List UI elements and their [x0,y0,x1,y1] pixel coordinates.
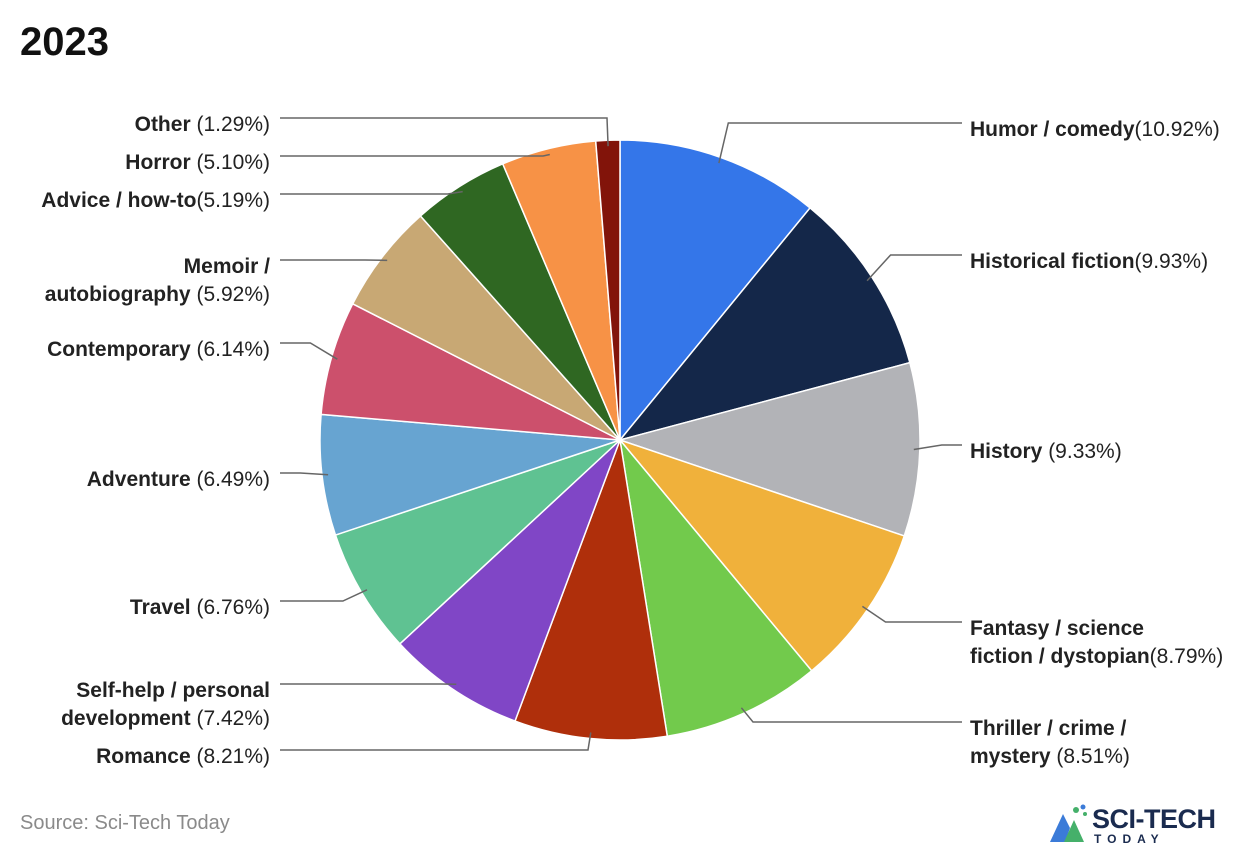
label-self-help-personal-development: Self-help / personal development (7.42%) [61,679,270,730]
label-humor-comedy: Humor / comedy(10.92%) [970,118,1220,141]
leader-contemporary [280,342,338,360]
leader-history [913,444,962,451]
label-travel: Travel (6.76%) [130,596,270,619]
leader-adventure [280,472,329,476]
chart-title: 2023 [20,20,109,64]
logo-wordmark: SCI-TECH [1092,804,1216,834]
leader-romance [280,732,592,751]
slice-thriller-crime-mystery [618,437,813,738]
label-contemporary: Contemporary (6.14%) [47,338,270,361]
label-history: History (9.33%) [970,440,1122,463]
leader-lines [280,117,962,751]
slice-adventure [319,413,621,536]
leader-advice-how-to [280,190,463,195]
label-historical-fiction: Historical fiction(9.93%) [970,250,1208,273]
label-advice-how-to: Advice / how-to(5.19%) [41,189,270,212]
leader-fantasy-science-fiction-dystopian [861,605,962,623]
label-thriller-crime-mystery: Thriller / crime / mystery (8.51%) [970,717,1130,768]
label-fantasy-science-fiction-dystopian: Fantasy / science fiction / dystopian(8.7… [970,617,1223,668]
slice-self-help-personal-development [398,439,621,722]
leader-thriller-crime-mystery [740,707,962,723]
leader-travel [280,589,368,602]
slice-labels: Humor / comedy(10.92%) Historical fiction… [41,113,1223,768]
label-other: Other (1.29%) [135,113,270,136]
leader-historical-fiction [866,254,962,282]
source-note: Source: Sci-Tech Today [20,812,230,834]
logo-mark-icon [1050,804,1087,842]
label-horror: Horror (5.10%) [125,151,270,174]
leader-horror [280,153,550,157]
leader-other [280,117,609,147]
slice-contemporary [320,302,621,441]
pie-slices [319,139,921,741]
label-romance: Romance (8.21%) [96,745,270,768]
label-memoir-autobiography: Memoir / autobiography (5.92%) [45,255,270,306]
slice-history [617,361,921,537]
label-adventure: Adventure (6.49%) [87,468,270,491]
sci-tech-logo: SCI-TECH TODAY [1046,802,1226,846]
logo-subtitle: TODAY [1094,832,1165,846]
leader-humor-comedy [718,122,962,164]
